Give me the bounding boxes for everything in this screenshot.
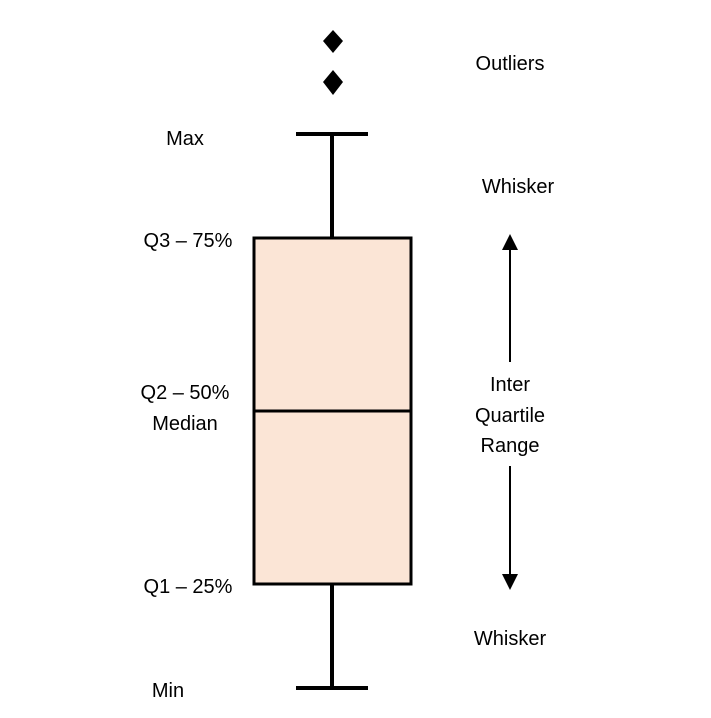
iqr-label-line3: Range	[481, 435, 540, 457]
min-label: Min	[152, 680, 184, 702]
outlier-marker-1	[323, 30, 343, 53]
median-label: Median	[152, 413, 218, 435]
q2-label: Q2 – 50%	[141, 382, 230, 404]
q3-label: Q3 – 75%	[144, 230, 233, 252]
iqr-label-line1: Inter	[490, 374, 530, 396]
outliers-label: Outliers	[476, 53, 545, 75]
outlier-marker-2	[323, 70, 343, 95]
whisker-bottom-label: Whisker	[474, 628, 547, 650]
q1-label: Q1 – 25%	[144, 576, 233, 598]
whisker-top-label: Whisker	[482, 176, 555, 198]
max-label: Max	[166, 128, 204, 150]
iqr-label-line2: Quartile	[475, 405, 545, 427]
